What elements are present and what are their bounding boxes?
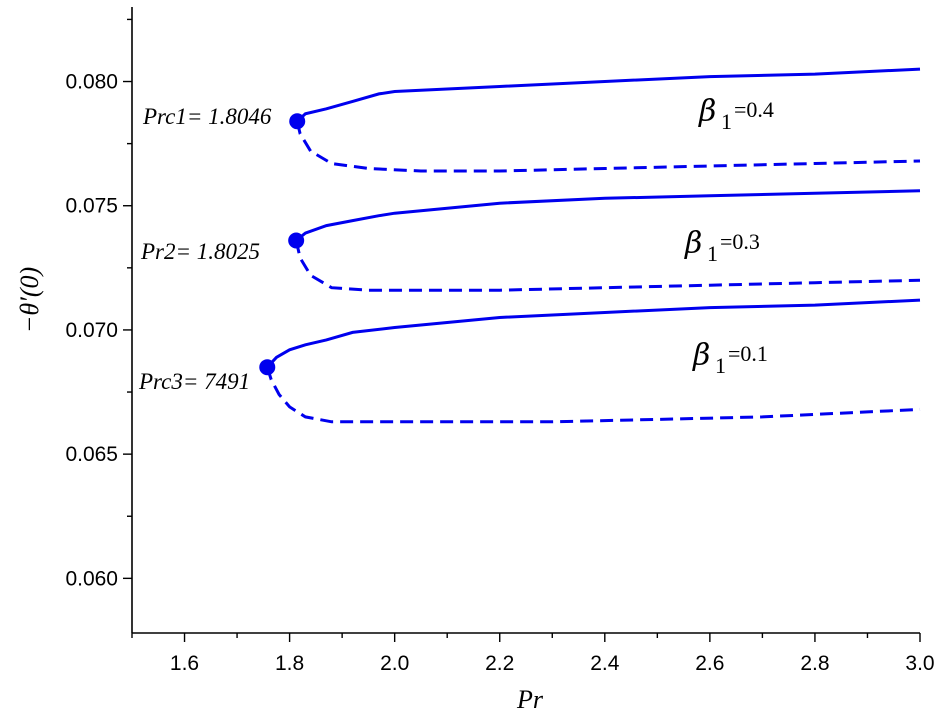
x-tick-label: 2.2 [485,652,514,675]
series-group [289,67,921,173]
beta-subscript: 1 [707,241,718,266]
critical-point-label: Prc1= 1.8046 [142,104,272,129]
x-tick-label: 2.4 [590,652,620,675]
upper-branch-solid-line [295,189,921,242]
critical-point-marker [259,359,276,376]
critical-point-label: Prc3= 7491 [138,369,250,394]
series-layer [259,67,921,424]
plot-axes [131,7,920,634]
x-tick-label: 3.0 [905,652,934,675]
x-tick-label: 2.8 [800,652,829,675]
x-tick-label: 1.6 [170,652,199,675]
critical-point-label: Pr2= 1.8025 [140,239,260,264]
critical-point-marker [288,232,305,249]
beta-symbol: β [684,226,702,261]
upper-branch-solid-line [296,67,921,123]
y-tick-label: 0.065 [65,443,118,466]
beta-value: =0.4 [734,97,774,122]
y-ticks: 0.060 0.065 0.070 0.075 0.080 [65,18,132,590]
x-tick-label: 1.8 [275,652,304,675]
beta-subscript: 1 [721,109,732,134]
series-group [288,189,921,292]
beta-symbol: β [692,338,710,373]
critical-point-marker [289,113,306,130]
y-tick-label: 0.080 [65,71,118,94]
beta-symbol: β [698,94,716,129]
upper-branch-solid-line [266,298,921,369]
x-tick-label: 2.6 [695,652,724,675]
series-group [259,298,921,424]
y-tick-label: 0.070 [65,319,118,342]
x-axis-title: Pr [516,685,544,714]
y-axis-title: −θ′(0) [15,267,44,333]
beta-value: =0.3 [720,229,760,254]
x-tick-label: 2.0 [380,652,409,675]
beta-value: =0.1 [728,341,768,366]
y-tick-label: 0.060 [65,567,118,590]
x-ticks: 1.6 1.8 2.0 2.2 2.4 2.6 2.8 3.0 [131,633,935,675]
lower-branch-dashed-line [295,120,921,173]
lower-branch-dashed-line [265,366,921,424]
beta-subscript: 1 [715,353,726,378]
y-tick-label: 0.075 [65,195,118,218]
lower-branch-dashed-line [294,240,921,292]
